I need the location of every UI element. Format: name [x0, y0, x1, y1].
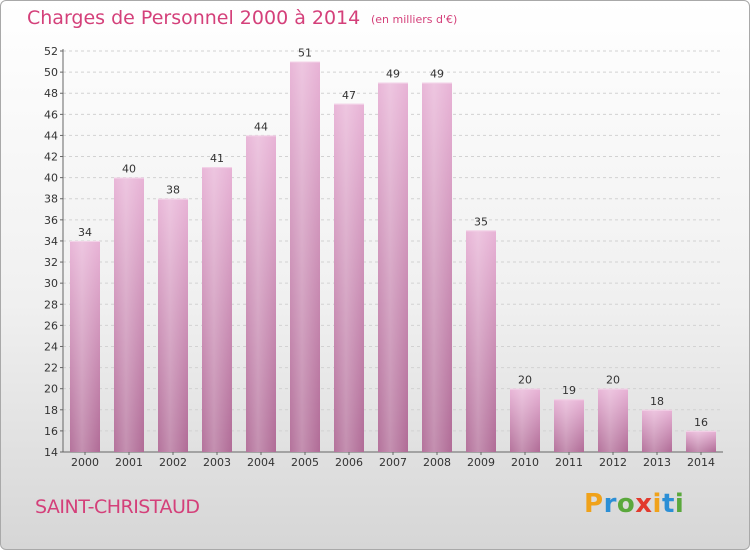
- x-tick-label: 2011: [555, 456, 583, 469]
- bar-sheen: [554, 399, 584, 452]
- bar-sheen: [158, 198, 188, 452]
- bar-sheen: [686, 430, 716, 452]
- x-tick-label: 2014: [687, 456, 715, 469]
- bar-sheen: [466, 230, 496, 452]
- data-label: 16: [694, 416, 708, 429]
- y-tick-label: 20: [44, 383, 58, 396]
- bar-sheen: [70, 240, 100, 452]
- bar-sheen: [422, 82, 452, 452]
- logo-letter: x: [635, 489, 653, 519]
- y-tick-label: 44: [44, 129, 58, 142]
- data-label: 47: [342, 89, 356, 102]
- y-tick-label: 24: [44, 340, 58, 353]
- y-tick-label: 16: [44, 425, 58, 438]
- y-tick-label: 36: [44, 214, 58, 227]
- chart-subtitle: (en milliers d'€): [371, 13, 458, 26]
- y-tick-label: 40: [44, 172, 58, 185]
- logo-letter: P: [584, 489, 604, 519]
- data-label: 19: [562, 384, 576, 397]
- place-name: SAINT-CHRISTAUD: [35, 496, 200, 518]
- chart-title: Charges de Personnel 2000 à 2014: [27, 7, 361, 29]
- data-label: 51: [298, 47, 312, 60]
- y-tick-label: 22: [44, 362, 58, 375]
- y-tick-label: 28: [44, 298, 58, 311]
- data-label: 49: [430, 68, 444, 81]
- data-label: 40: [122, 163, 136, 176]
- x-tick-label: 2003: [203, 456, 231, 469]
- x-tick-label: 2005: [291, 456, 319, 469]
- y-tick-label: 46: [44, 108, 58, 121]
- logo-letter: r: [603, 489, 617, 519]
- x-tick-label: 2008: [423, 456, 451, 469]
- y-tick-label: 34: [44, 235, 58, 248]
- x-tick-label: 2001: [115, 456, 143, 469]
- data-label: 38: [166, 184, 180, 197]
- data-label: 18: [650, 395, 664, 408]
- x-tick-label: 2006: [335, 456, 363, 469]
- logo-letter: o: [616, 489, 636, 519]
- bar-sheen: [202, 167, 232, 452]
- y-tick-label: 48: [44, 87, 58, 100]
- y-tick-label: 38: [44, 193, 58, 206]
- x-tick-label: 2004: [247, 456, 275, 469]
- data-label: 35: [474, 215, 488, 228]
- x-tick-label: 2012: [599, 456, 627, 469]
- data-label: 20: [606, 374, 620, 387]
- y-tick-label: 42: [44, 151, 58, 164]
- y-tick-label: 32: [44, 256, 58, 269]
- data-label: 34: [78, 226, 92, 239]
- bar-sheen: [378, 82, 408, 452]
- bars: [70, 61, 716, 453]
- y-tick-label: 18: [44, 404, 58, 417]
- data-label: 41: [210, 152, 224, 165]
- x-tick-label: 2007: [379, 456, 407, 469]
- bar-sheen: [642, 409, 672, 452]
- y-tick-label: 14: [44, 446, 58, 459]
- y-tick-label: 26: [44, 319, 58, 332]
- logo-letter: t: [661, 489, 675, 519]
- data-label: 49: [386, 68, 400, 81]
- proxiti-logo: Proxiti: [584, 489, 684, 519]
- x-tick-label: 2000: [71, 456, 99, 469]
- bar-sheen: [334, 103, 364, 453]
- x-tick-label: 2010: [511, 456, 539, 469]
- x-tick-label: 2009: [467, 456, 495, 469]
- logo-letter: i: [674, 489, 685, 519]
- bar-sheen: [246, 135, 276, 452]
- data-label: 20: [518, 374, 532, 387]
- logo-letter: i: [652, 489, 662, 519]
- bar-sheen: [598, 388, 628, 452]
- data-labels: 34 40 38 41 44 51 47 49 49 35 20 19 20 18 16: [78, 47, 708, 429]
- y-tick-label: 52: [44, 45, 58, 58]
- bar-sheen: [290, 61, 320, 452]
- y-tick-label: 30: [44, 277, 58, 290]
- bar-sheen: [510, 388, 540, 452]
- y-tick-labels: 14 16 18 20 22 24 26 28 30 32 34 36 38 40 42 44 46 48 50 52: [44, 45, 63, 459]
- x-tick-label: 2013: [643, 456, 671, 469]
- x-tick-label: 2002: [159, 456, 187, 469]
- bar-sheen: [114, 177, 144, 452]
- data-label: 44: [254, 120, 268, 133]
- y-tick-label: 50: [44, 66, 58, 79]
- x-tick-labels: 2000 2001 2002 2003 2004 2005 2006 2007 2008 2009…: [71, 452, 715, 469]
